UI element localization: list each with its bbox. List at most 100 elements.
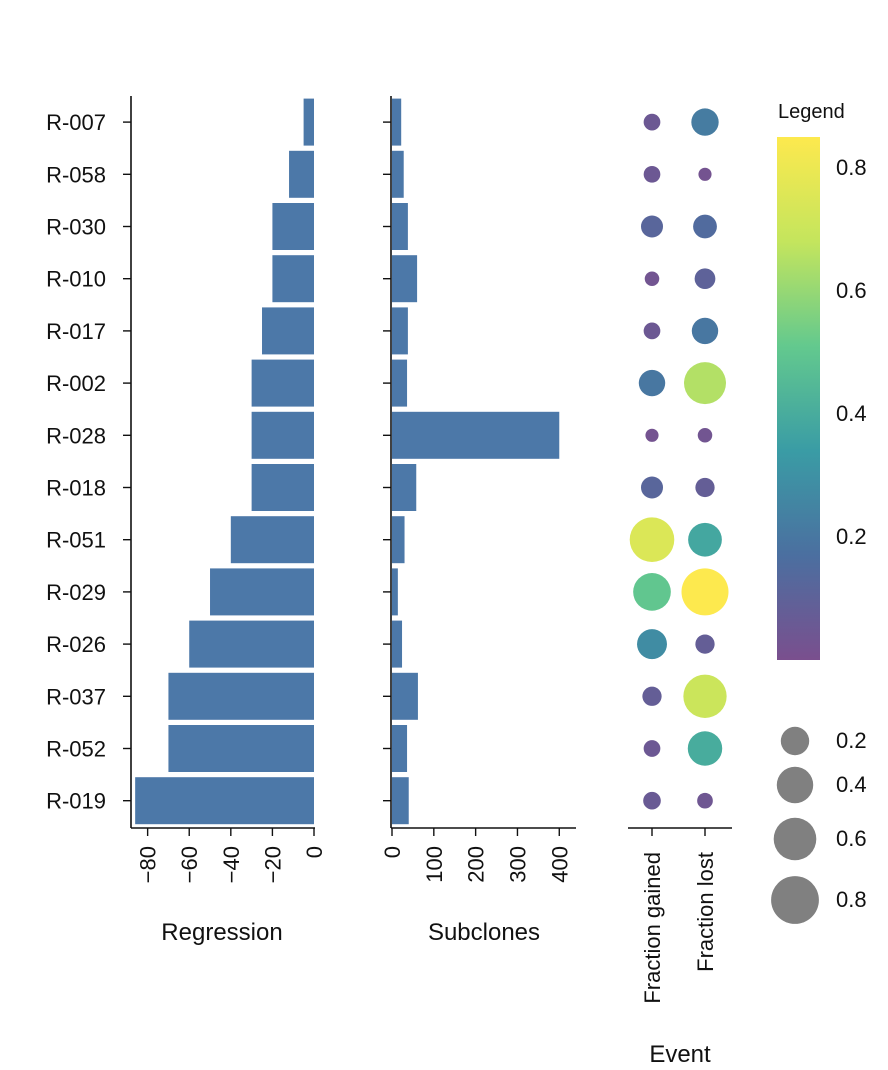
- sample-labels: R-007 R-058 R-030 R-010 R-017 R-002 R-028 R-018…: [46, 110, 391, 814]
- fraction-lost-dot: [693, 214, 717, 239]
- size-legend-circle: [773, 817, 817, 861]
- regression-tick-label: −60: [177, 846, 202, 883]
- regression-bar: [251, 411, 314, 459]
- event-category-label: Fraction lost: [693, 852, 718, 972]
- fraction-lost-dot: [681, 568, 729, 616]
- size-legend-circle: [776, 766, 814, 804]
- fraction-gained-dot: [643, 740, 661, 757]
- event-axis-title: Event: [649, 1041, 711, 1068]
- colorbar-tick-label: 0.6: [836, 278, 867, 303]
- fraction-gained-dot: [637, 629, 667, 660]
- subclones-bar: [392, 359, 408, 407]
- fraction-lost-dot: [697, 428, 713, 443]
- fraction-lost-dot: [691, 108, 719, 136]
- regression-tick-label: −80: [136, 846, 161, 883]
- sample-label: R-029: [46, 580, 106, 605]
- sample-label: R-019: [46, 789, 106, 814]
- subclones-bar: [392, 620, 403, 668]
- sample-label: R-007: [46, 110, 106, 135]
- event-panel: Fraction gained Fraction lost Event: [628, 108, 732, 1068]
- regression-bar: [262, 307, 314, 355]
- sample-label: R-028: [46, 423, 106, 448]
- subclones-bar: [392, 307, 408, 355]
- fraction-gained-dot: [633, 573, 671, 611]
- colorbar-tick-label: 0.4: [836, 401, 867, 426]
- sample-label: R-010: [46, 267, 106, 292]
- regression-bar: [303, 98, 314, 146]
- fraction-lost-dot: [695, 634, 715, 654]
- regression-bar: [210, 568, 314, 616]
- size-legend-label: 0.4: [836, 772, 867, 797]
- fraction-lost-dot: [691, 317, 719, 345]
- fraction-lost-dot: [698, 167, 712, 181]
- legend-title: Legend: [778, 101, 845, 123]
- subclones-bar: [392, 150, 404, 198]
- sample-label: R-052: [46, 737, 106, 762]
- size-legend-label: 0.6: [836, 826, 867, 851]
- regression-bar: [168, 672, 314, 720]
- sample-label: R-037: [46, 684, 106, 709]
- regression-axis-title: Regression: [161, 919, 282, 946]
- fraction-gained-dot: [640, 476, 664, 499]
- subclones-panel: 0 100 200 300 400 Subclones: [380, 96, 576, 946]
- regression-bar: [251, 359, 314, 407]
- size-legend-circle: [771, 876, 819, 924]
- subclones-tick-label: 100: [422, 846, 447, 883]
- regression-bar: [289, 150, 314, 198]
- subclones-axis-title: Subclones: [428, 919, 540, 946]
- fraction-lost-dot: [694, 268, 716, 290]
- subclones-tick-label: 200: [464, 846, 489, 883]
- legend: Legend 0.2 0.4 0.6 0.8 0.2 0.4 0.6 0.8: [771, 101, 867, 924]
- colorbar-tick-label: 0.8: [836, 155, 867, 180]
- fraction-lost-dot: [684, 362, 726, 405]
- sample-label: R-030: [46, 215, 106, 240]
- regression-panel: −80 −60 −40 −20 0 Regression: [130, 96, 327, 946]
- fraction-gained-dot: [640, 215, 664, 238]
- subclones-bar: [392, 464, 417, 511]
- fraction-gained-dot: [643, 791, 661, 810]
- colorbar: [777, 137, 820, 660]
- fraction-gained-dot: [643, 113, 661, 131]
- colorbar-tick-label: 0.2: [836, 524, 867, 549]
- subclones-tick-label: 400: [547, 846, 572, 883]
- regression-tick-label: −20: [260, 846, 285, 883]
- subclones-bar: [392, 777, 409, 825]
- subclones-bar: [392, 516, 405, 564]
- regression-tick-label: 0: [302, 846, 327, 858]
- event-category-label: Fraction gained: [640, 852, 665, 1004]
- subclones-bar: [392, 725, 408, 772]
- size-legend-circle: [780, 726, 810, 756]
- sample-label: R-002: [46, 371, 106, 396]
- subclones-bar: [392, 568, 398, 616]
- fraction-gained-dot: [643, 165, 661, 183]
- regression-bar: [135, 777, 314, 825]
- sample-label: R-058: [46, 162, 106, 187]
- fraction-lost-dot: [695, 477, 715, 498]
- regression-tick-label: −40: [219, 846, 244, 883]
- subclones-bar: [392, 672, 418, 720]
- size-legend-label: 0.2: [836, 728, 867, 753]
- fraction-gained-dot: [642, 686, 662, 706]
- sample-label: R-026: [46, 632, 106, 657]
- fraction-gained-dot: [629, 517, 675, 562]
- subclones-tick-label: 300: [505, 846, 530, 883]
- fraction-lost-dot: [688, 522, 722, 557]
- sample-label: R-018: [46, 476, 106, 501]
- subclones-bar: [392, 203, 408, 250]
- fraction-gained-dot: [643, 322, 661, 340]
- regression-bar: [168, 725, 314, 772]
- fraction-gained-dot: [645, 428, 659, 442]
- regression-bar: [272, 255, 314, 303]
- subclones-tick-label: 0: [380, 846, 405, 858]
- fraction-lost-dot: [687, 731, 723, 766]
- size-legend-label: 0.8: [836, 887, 867, 912]
- regression-bar: [230, 516, 314, 564]
- subclones-bar: [392, 411, 560, 459]
- regression-bar: [189, 620, 314, 668]
- sample-label: R-051: [46, 528, 106, 553]
- fraction-lost-dot: [683, 674, 727, 718]
- fraction-lost-dot: [697, 792, 713, 809]
- fraction-gained-dot: [644, 271, 660, 286]
- subclones-bar: [392, 98, 402, 146]
